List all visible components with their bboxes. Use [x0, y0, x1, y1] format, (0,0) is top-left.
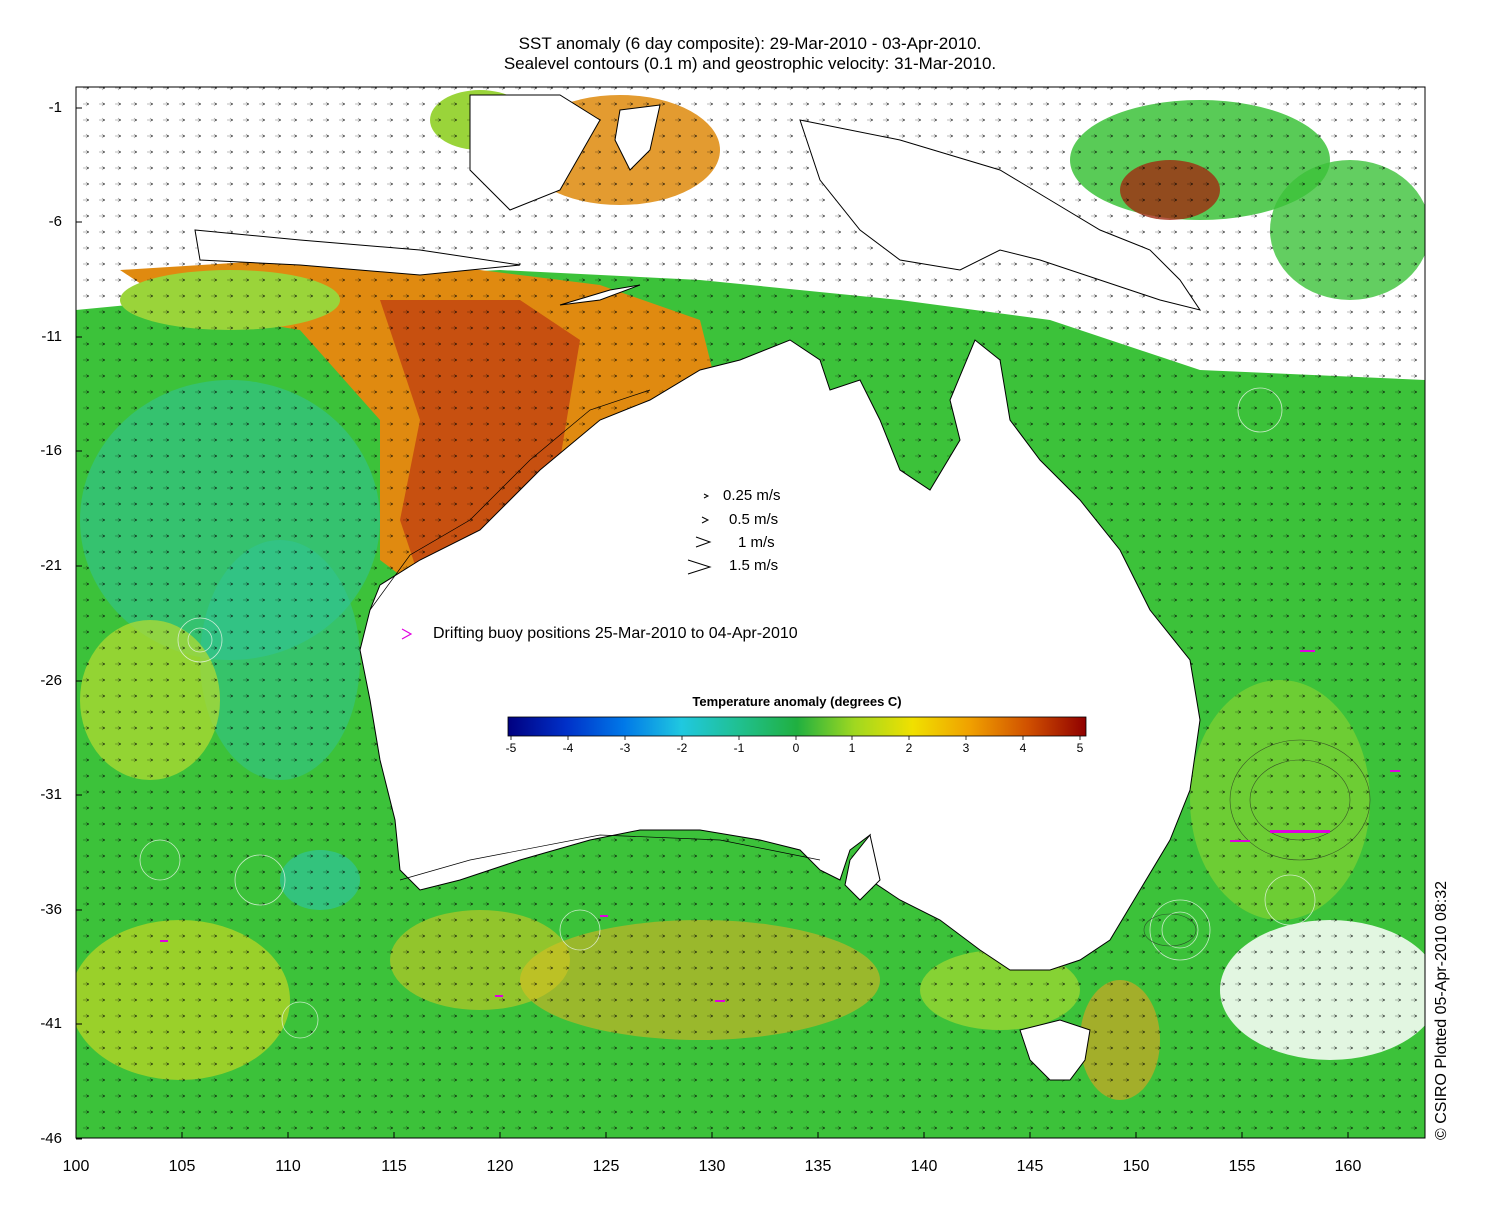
- y-tick-label: -26: [40, 672, 62, 689]
- y-tick-label: -41: [40, 1015, 62, 1032]
- colorbar-tick-label: -5: [505, 741, 517, 755]
- colorbar-tick-label: 5: [1076, 741, 1084, 755]
- x-tick-label: 110: [275, 1158, 301, 1175]
- velocity-legend-label: 0.5 m/s: [729, 511, 779, 528]
- colorbar-tick-label: 4: [1019, 741, 1027, 755]
- x-tick-label: 140: [910, 1158, 938, 1175]
- colorbar-tick-label: -1: [733, 741, 745, 755]
- sst-field: [76, 87, 1425, 1138]
- y-tick-label: -11: [41, 328, 62, 345]
- y-tick-label: -6: [48, 213, 62, 230]
- x-tick-label: 115: [381, 1158, 407, 1175]
- velocity-legend-label: 0.25 m/s: [723, 487, 781, 504]
- map-title-line-1: SST anomaly (6 day composite): 29-Mar-20…: [518, 34, 982, 53]
- colorbar-tick-label: -3: [619, 741, 631, 755]
- x-tick-label: 130: [698, 1158, 726, 1175]
- x-tick-label: 120: [486, 1158, 514, 1175]
- colorbar-tick-label: 3: [962, 741, 970, 755]
- colorbar-title: Temperature anomaly (degrees C): [692, 694, 902, 709]
- y-tick-label: -46: [40, 1130, 62, 1147]
- colorbar-tick-label: 0: [792, 741, 800, 755]
- y-tick-label: -36: [40, 901, 62, 918]
- colorbar-tick-label: -2: [676, 741, 688, 755]
- x-tick-label: 135: [804, 1158, 832, 1175]
- copyright-credit: © CSIRO Plotted 05-Apr-2010 08:32: [1433, 880, 1450, 1140]
- velocity-legend-label: 1 m/s: [738, 534, 775, 551]
- y-tick-label: -21: [40, 557, 62, 574]
- colorbar-ticks: [510, 736, 1081, 740]
- x-tick-label: 125: [592, 1158, 620, 1175]
- map-title-line-2: Sealevel contours (0.1 m) and geostrophi…: [503, 54, 997, 73]
- x-tick-label: 100: [62, 1158, 90, 1175]
- x-axis-ticks: [75, 1132, 1349, 1138]
- colorbar-tick-label: 2: [905, 741, 913, 755]
- y-tick-label: -31: [40, 786, 62, 803]
- buoy-legend-label: Drifting buoy positions 25-Mar-2010 to 0…: [433, 625, 798, 642]
- velocity-legend-label: 1.5 m/s: [729, 557, 779, 574]
- buoy-legend-marker: [401, 628, 413, 640]
- colorbar-tick-label: -4: [562, 741, 574, 755]
- x-tick-label: 105: [168, 1158, 196, 1175]
- y-tick-label: -16: [40, 442, 62, 459]
- colorbar-tick-label: 1: [848, 741, 856, 755]
- x-tick-label: 155: [1228, 1158, 1256, 1175]
- colorbar: [507, 716, 1087, 737]
- y-tick-label: -1: [48, 99, 62, 116]
- y-axis-ticks: [76, 107, 82, 1140]
- x-tick-label: 145: [1016, 1158, 1044, 1175]
- x-tick-label: 150: [1122, 1158, 1150, 1175]
- plot-frame: [75, 86, 1426, 1139]
- velocity-legend-arrows: [687, 493, 712, 575]
- x-tick-label: 160: [1334, 1158, 1362, 1175]
